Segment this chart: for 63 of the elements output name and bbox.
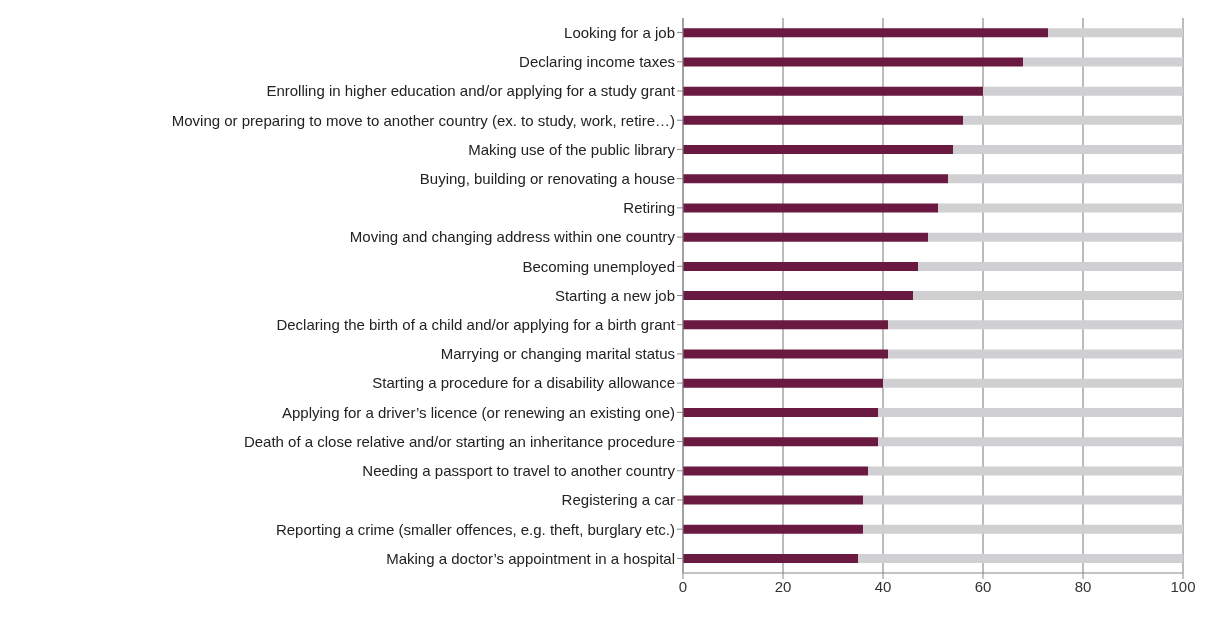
bar — [683, 86, 983, 96]
bar — [918, 261, 1183, 271]
y-tick-label: Looking for a job — [564, 23, 675, 41]
bar — [683, 145, 953, 155]
y-tick-label: Declaring income taxes — [519, 53, 675, 71]
bar — [1023, 57, 1183, 67]
bar — [953, 145, 1183, 155]
y-tick-label: Marrying or changing marital status — [440, 345, 675, 363]
bar — [928, 232, 1183, 242]
bar — [983, 86, 1183, 96]
y-tick-label: Starting a procedure for a disability allowance — [372, 374, 675, 392]
bar — [683, 57, 1023, 67]
bar — [683, 495, 863, 505]
y-tick-label: Needing a passport to travel to another country — [362, 462, 676, 480]
bar — [858, 554, 1183, 564]
y-tick-label: Death of a close relative and/or starting an inheritance procedure — [243, 432, 675, 450]
y-tick-label: Reporting a crime (smaller offences, e.g. theft, burglary etc.) — [275, 520, 675, 538]
x-tick-label: 60 — [974, 577, 992, 595]
bar — [888, 349, 1183, 359]
y-tick-label: Moving or preparing to move to another country (ex. to study, work, retire…) — [171, 111, 675, 129]
y-tick-label: Moving and changing address within one country — [349, 228, 676, 246]
y-tick-label: Applying for a driver’s licence (or renewing an existing one) — [282, 403, 675, 421]
x-tick-label: 80 — [1074, 577, 1092, 595]
y-tick-label: Declaring the birth of a child and/or applying for a birth grant — [276, 316, 676, 334]
bar — [683, 466, 868, 476]
y-tick-label: Starting a new job — [554, 286, 675, 304]
bar — [683, 524, 863, 534]
bar — [913, 291, 1183, 301]
bar — [878, 407, 1183, 417]
bar — [683, 174, 948, 184]
bar — [963, 115, 1183, 125]
y-tick-label: Retiring — [623, 199, 675, 217]
bar — [683, 349, 888, 359]
y-tick-label: Making use of the public library — [468, 140, 676, 158]
bar — [938, 203, 1183, 213]
x-tick-label: 20 — [774, 577, 792, 595]
bar — [1048, 28, 1183, 38]
bar — [883, 378, 1183, 388]
bar — [863, 524, 1183, 534]
y-tick-label: Buying, building or renovating a house — [419, 169, 675, 187]
bar — [683, 203, 938, 213]
bar — [683, 261, 918, 271]
bar — [948, 174, 1183, 184]
bar — [683, 232, 928, 242]
bar — [863, 495, 1183, 505]
bar — [878, 437, 1183, 447]
y-tick-label: Becoming unemployed — [522, 257, 675, 275]
bar — [888, 320, 1183, 330]
bar — [683, 115, 963, 125]
x-tick-label: 100 — [1170, 577, 1196, 595]
bar — [683, 378, 883, 388]
bar — [683, 28, 1048, 38]
y-tick-label: Making a doctor’s appointment in a hospital — [386, 549, 675, 567]
bar — [683, 291, 913, 301]
y-tick-label: Enrolling in higher education and/or applying for a study grant — [266, 82, 676, 100]
x-tick-label: 0 — [678, 577, 688, 595]
bar — [868, 466, 1183, 476]
bar — [683, 320, 888, 330]
bar — [683, 554, 858, 564]
x-tick-label: 40 — [874, 577, 892, 595]
y-tick-label: Registering a car — [561, 491, 675, 509]
bar — [683, 407, 878, 417]
bar — [683, 437, 878, 447]
